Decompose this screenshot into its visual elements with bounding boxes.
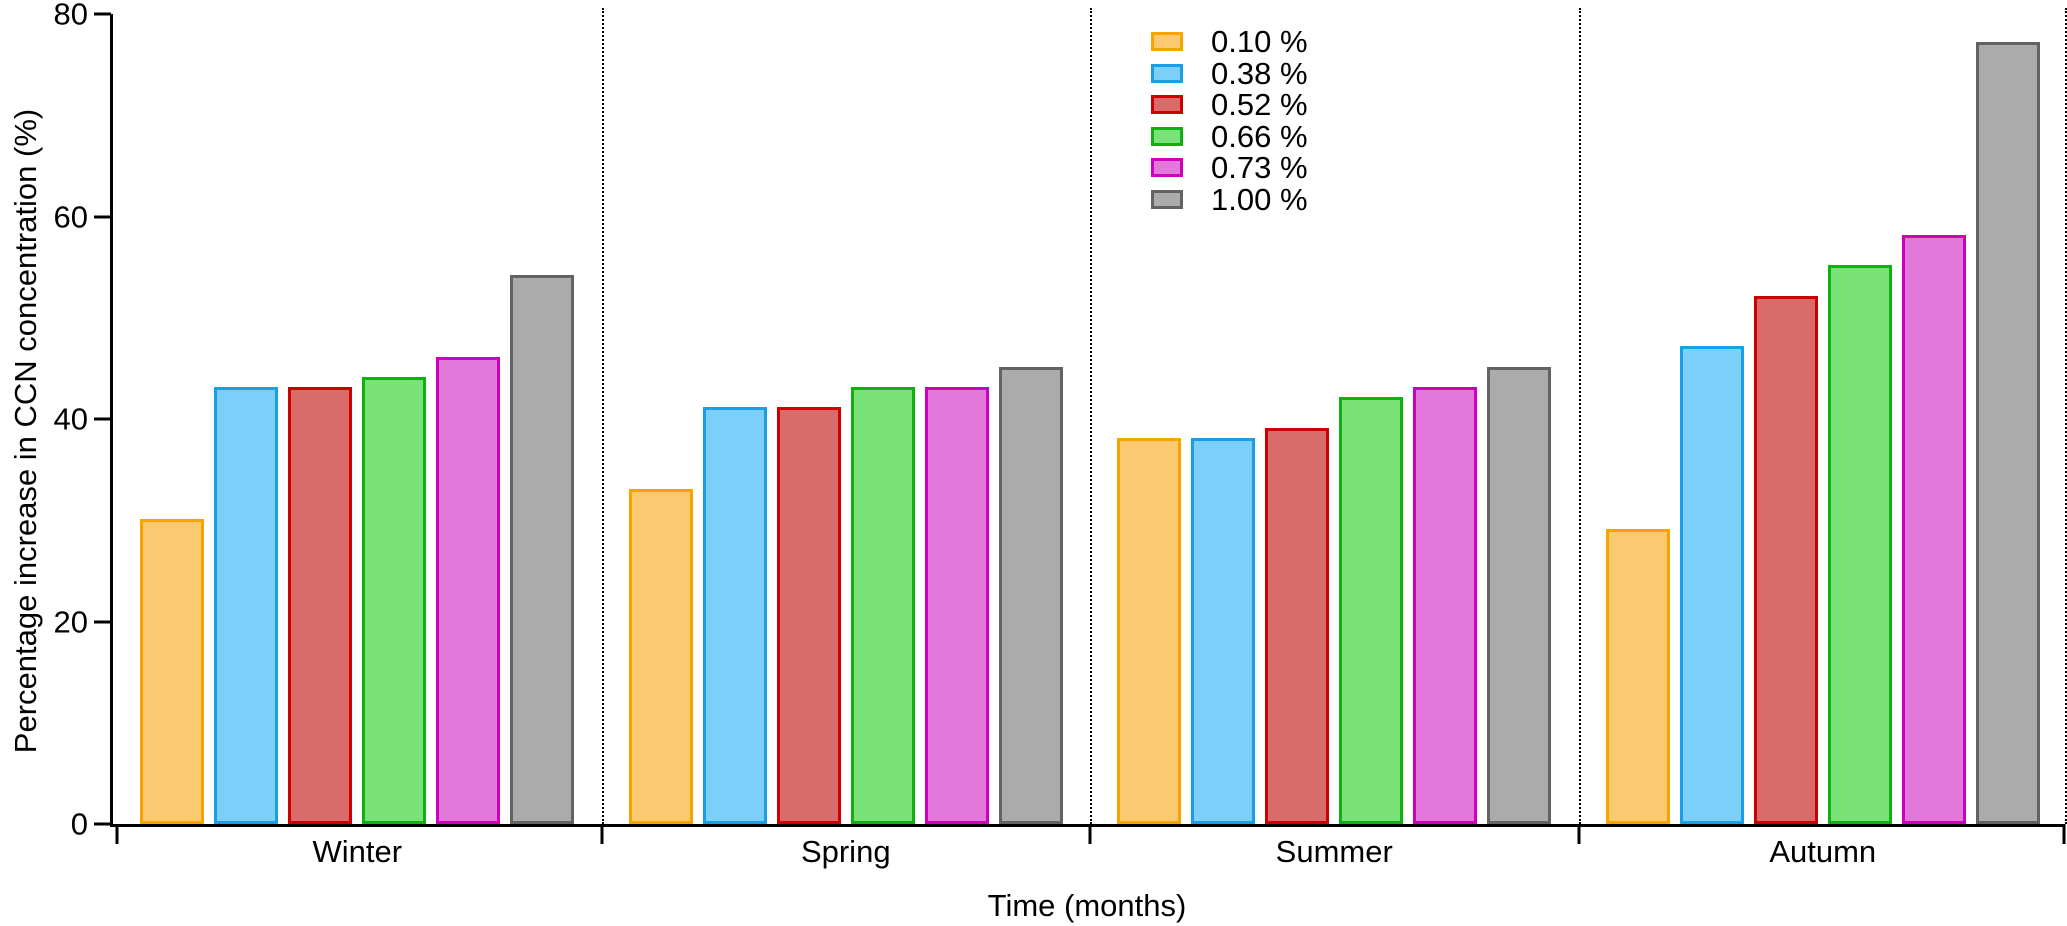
category-label-spring: Spring xyxy=(800,834,891,869)
y-tick-label-80: 80 xyxy=(53,0,88,32)
group-separator-line xyxy=(2065,8,2067,824)
legend-label: 0.66 % xyxy=(1211,118,1308,154)
bar-winter-0.10% xyxy=(140,519,205,824)
bar-autumn-0.38% xyxy=(1679,346,1744,824)
legend-label: 0.73 % xyxy=(1211,150,1308,186)
group-separator-line xyxy=(1090,8,1092,824)
x-axis-title: Time (months) xyxy=(987,888,1187,923)
x-tick-mark xyxy=(600,824,603,844)
y-tick-mark-20 xyxy=(94,620,111,623)
bar-autumn-0.52% xyxy=(1753,295,1818,824)
legend-item: 0.66 % xyxy=(1151,121,1308,153)
plot-area: 0 20 40 60 80 Winter Spring Summer Autumn xyxy=(54,0,2067,867)
bar-summer-0.10% xyxy=(1117,437,1182,824)
x-tick-mark xyxy=(2062,824,2066,844)
bar-summer-0.66% xyxy=(1339,397,1404,824)
legend-item: 0.52 % xyxy=(1151,89,1308,121)
legend-label: 1.00 % xyxy=(1211,181,1308,217)
legend-swatch-icon xyxy=(1151,63,1183,83)
legend: 0.10 % 0.38 % 0.52 % 0.66 % 0.73 % 1.00 % xyxy=(1151,26,1308,215)
y-tick-label-40: 40 xyxy=(53,401,88,437)
bar-summer-0.73% xyxy=(1413,387,1478,824)
bar-winter-0.38% xyxy=(214,387,279,824)
legend-item: 0.73 % xyxy=(1151,152,1308,184)
legend-label: 0.38 % xyxy=(1211,55,1308,91)
y-tick-label-0: 0 xyxy=(70,806,88,842)
legend-swatch-icon xyxy=(1151,158,1183,178)
x-tick-mark xyxy=(1088,824,1092,844)
bar-spring-0.10% xyxy=(628,488,693,824)
legend-label: 0.10 % xyxy=(1211,24,1308,60)
bar-winter-0.73% xyxy=(436,356,501,824)
bar-group-winter xyxy=(113,14,602,824)
legend-item: 1.00 % xyxy=(1151,184,1308,216)
bar-winter-0.66% xyxy=(362,376,427,824)
y-tick-label-60: 60 xyxy=(53,199,88,234)
bar-group-spring xyxy=(602,14,1091,824)
bar-autumn-0.66% xyxy=(1827,265,1892,824)
legend-swatch-icon xyxy=(1151,32,1183,52)
y-tick-mark-0 xyxy=(94,822,111,826)
bar-summer-0.38% xyxy=(1191,437,1256,824)
legend-item: 0.38 % xyxy=(1151,58,1308,90)
legend-swatch-icon xyxy=(1151,95,1183,115)
bar-autumn-1.00% xyxy=(1975,41,2040,824)
bar-spring-0.66% xyxy=(850,387,915,824)
category-label-summer: Summer xyxy=(1275,834,1393,869)
x-tick-mark xyxy=(1577,824,1580,844)
legend-label: 0.52 % xyxy=(1211,87,1308,123)
category-label-autumn: Autumn xyxy=(1769,834,1877,869)
legend-item: 0.10 % xyxy=(1151,26,1308,58)
bar-summer-1.00% xyxy=(1487,366,1552,824)
legend-swatch-icon xyxy=(1151,189,1183,209)
bar-winter-0.52% xyxy=(288,387,353,824)
y-tick-mark-80 xyxy=(94,12,111,16)
y-tick-mark-40 xyxy=(94,417,111,421)
bar-autumn-0.73% xyxy=(1901,234,1966,824)
category-label-winter: Winter xyxy=(312,834,403,869)
x-tick-mark xyxy=(115,824,119,844)
bar-autumn-0.10% xyxy=(1605,529,1670,824)
y-tick-label-20: 20 xyxy=(53,604,88,639)
y-axis-title: Percentage increase in CCN concentration… xyxy=(8,108,43,754)
bar-spring-1.00% xyxy=(998,366,1063,824)
bar-group-autumn xyxy=(1579,14,2067,824)
legend-swatch-icon xyxy=(1151,126,1183,146)
bar-spring-0.73% xyxy=(924,387,989,824)
group-separator-line xyxy=(601,8,604,824)
group-separator-line xyxy=(1578,8,1581,824)
bar-summer-0.52% xyxy=(1265,427,1330,824)
bar-group-summer xyxy=(1090,14,1579,824)
bar-spring-0.52% xyxy=(776,407,841,824)
bar-spring-0.38% xyxy=(702,407,767,824)
bar-winter-1.00% xyxy=(510,275,575,824)
y-tick-mark-60 xyxy=(94,215,111,218)
